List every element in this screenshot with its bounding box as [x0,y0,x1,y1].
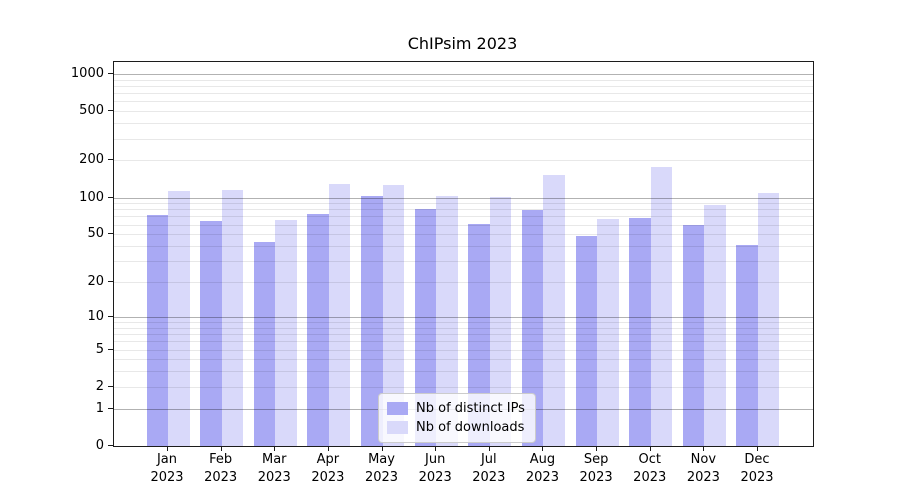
x-tick-label-jan: Jan 2023 [150,452,184,485]
x-tick-label-jun: Jun 2023 [418,452,452,485]
x-tick-label-may: May 2023 [364,452,399,485]
legend-swatch-downloads [387,421,408,434]
bar-distinct-ips-apr [307,214,329,446]
y-tick-mark-10 [108,315,113,317]
y-tick-label-1: 1 [95,400,104,416]
x-tick-mark-feb [220,446,222,451]
y-tick-mark-0 [108,445,113,446]
bar-downloads-may [382,185,405,446]
x-tick-label-aug: Aug 2023 [525,452,559,485]
x-tick-label-jul: Jul 2023 [472,452,506,485]
x-tick-mark-apr [327,446,329,451]
bar-downloads-nov [704,204,726,446]
bar-distinct-ips-oct [629,218,651,446]
y-tick-mark-2 [108,385,113,387]
y-tick-label-100: 100 [79,189,104,205]
bar-downloads-dec [757,193,780,446]
x-tick-label-mar: Mar 2023 [257,452,291,485]
legend-item-distinct-ips: Nb of distinct IPs [387,399,525,418]
bar-distinct-ips-may [361,195,383,446]
x-tick-mark-nov [703,446,705,451]
x-tick-label-apr: Apr 2023 [311,452,345,485]
x-tick-mark-jan [167,446,168,451]
bar-distinct-ips-mar [253,242,276,446]
legend-label-distinct-ips: Nb of distinct IPs [416,401,525,416]
x-tick-mark-may [381,446,383,451]
y-tick-label-1000: 1000 [70,66,104,81]
bar-downloads-sep [597,218,619,446]
bar-distinct-ips-jul [468,223,490,446]
y-tick-mark-1 [108,407,113,409]
x-tick-mark-aug [542,446,544,451]
bar-downloads-jan [168,191,190,446]
x-tick-label-feb: Feb 2023 [204,452,238,485]
bar-downloads-mar [275,220,297,446]
y-tick-label-5: 5 [95,341,104,357]
y-tick-label-10: 10 [87,308,104,324]
x-tick-mark-sep [596,446,598,451]
x-tick-mark-oct [649,446,651,451]
x-tick-mark-dec [756,446,758,451]
plot-area: Nb of distinct IPs Nb of downloads [113,61,814,447]
y-tick-label-200: 200 [79,152,104,168]
bar-distinct-ips-aug [521,210,544,446]
bar-downloads-oct [650,166,673,446]
y-tick-mark-200 [108,159,113,161]
bar-distinct-ips-dec [736,244,758,446]
legend: Nb of distinct IPs Nb of downloads [378,393,536,443]
x-tick-label-oct: Oct 2023 [633,452,667,485]
y-tick-mark-50 [108,233,113,235]
bar-downloads-apr [328,184,351,446]
legend-item-downloads: Nb of downloads [387,418,525,437]
bar-downloads-feb [221,190,244,446]
y-tick-mark-100 [108,196,113,198]
legend-swatch-distinct-ips [387,402,408,415]
bars-layer [114,62,813,446]
x-tick-mark-jun [435,446,437,451]
y-tick-label-500: 500 [79,103,104,119]
bar-distinct-ips-nov [682,224,705,446]
bar-distinct-ips-jan [146,214,168,446]
bar-downloads-aug [543,175,565,446]
chart-title: ChIPsim 2023 [407,34,518,53]
bar-downloads-jul [489,196,512,446]
y-tick-label-2: 2 [95,378,104,394]
x-tick-label-dec: Dec 2023 [740,452,774,485]
x-tick-mark-mar [274,446,276,451]
y-tick-mark-20 [108,281,113,283]
y-tick-label-20: 20 [87,274,104,290]
y-tick-mark-1000 [108,73,113,74]
x-tick-label-nov: Nov 2023 [686,452,720,485]
x-tick-label-sep: Sep 2023 [579,452,613,485]
y-tick-mark-5 [108,348,113,350]
x-tick-mark-jul [488,446,490,451]
y-tick-label-0: 0 [95,438,104,453]
bar-distinct-ips-jun [414,208,437,446]
y-tick-mark-500 [108,110,113,112]
legend-label-downloads: Nb of downloads [416,420,525,435]
bar-distinct-ips-feb [200,221,222,446]
bar-downloads-jun [436,195,458,446]
bar-distinct-ips-sep [575,236,598,446]
y-tick-label-50: 50 [87,226,104,242]
